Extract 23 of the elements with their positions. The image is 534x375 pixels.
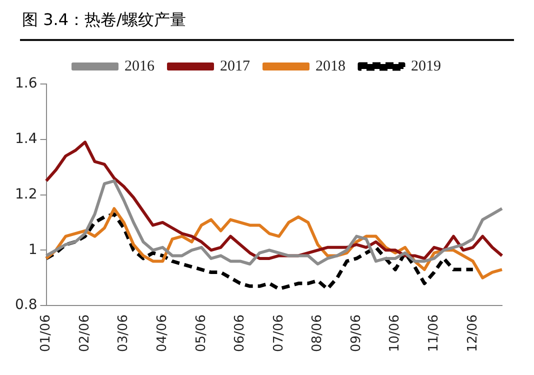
y-tick-label: 0.8	[15, 297, 38, 314]
legend-label: 2017	[220, 58, 250, 74]
y-tick-label: 1.2	[15, 186, 38, 202]
legend-label: 2018	[316, 58, 346, 74]
x-tick-label: 01/06	[38, 314, 54, 352]
x-tick-label: 06/06	[232, 314, 248, 352]
legend-label: 2019	[411, 58, 441, 74]
chart-title: 图 3.4：热卷/螺纹产量	[21, 9, 187, 31]
y-tick-label: 1.4	[15, 131, 38, 148]
x-tick-label: 09/06	[348, 314, 364, 352]
line-series	[44, 212, 475, 291]
x-tick-label: 04/06	[155, 314, 170, 352]
y-tick-label: 1	[28, 242, 38, 258]
x-tick-label: 03/06	[116, 314, 132, 352]
x-tick-label: 10/06	[388, 314, 403, 352]
y-tick-label: 1.6	[15, 76, 38, 92]
x-tick-label: 08/06	[310, 314, 326, 352]
legend-label: 2016	[124, 58, 155, 74]
x-tick-label: 02/06	[77, 314, 92, 352]
x-tick-label: 11/06	[426, 314, 442, 352]
x-tick-label: 12/06	[465, 314, 480, 352]
x-tick-label: 07/06	[271, 314, 286, 352]
x-tick-label: 05/06	[194, 314, 209, 352]
